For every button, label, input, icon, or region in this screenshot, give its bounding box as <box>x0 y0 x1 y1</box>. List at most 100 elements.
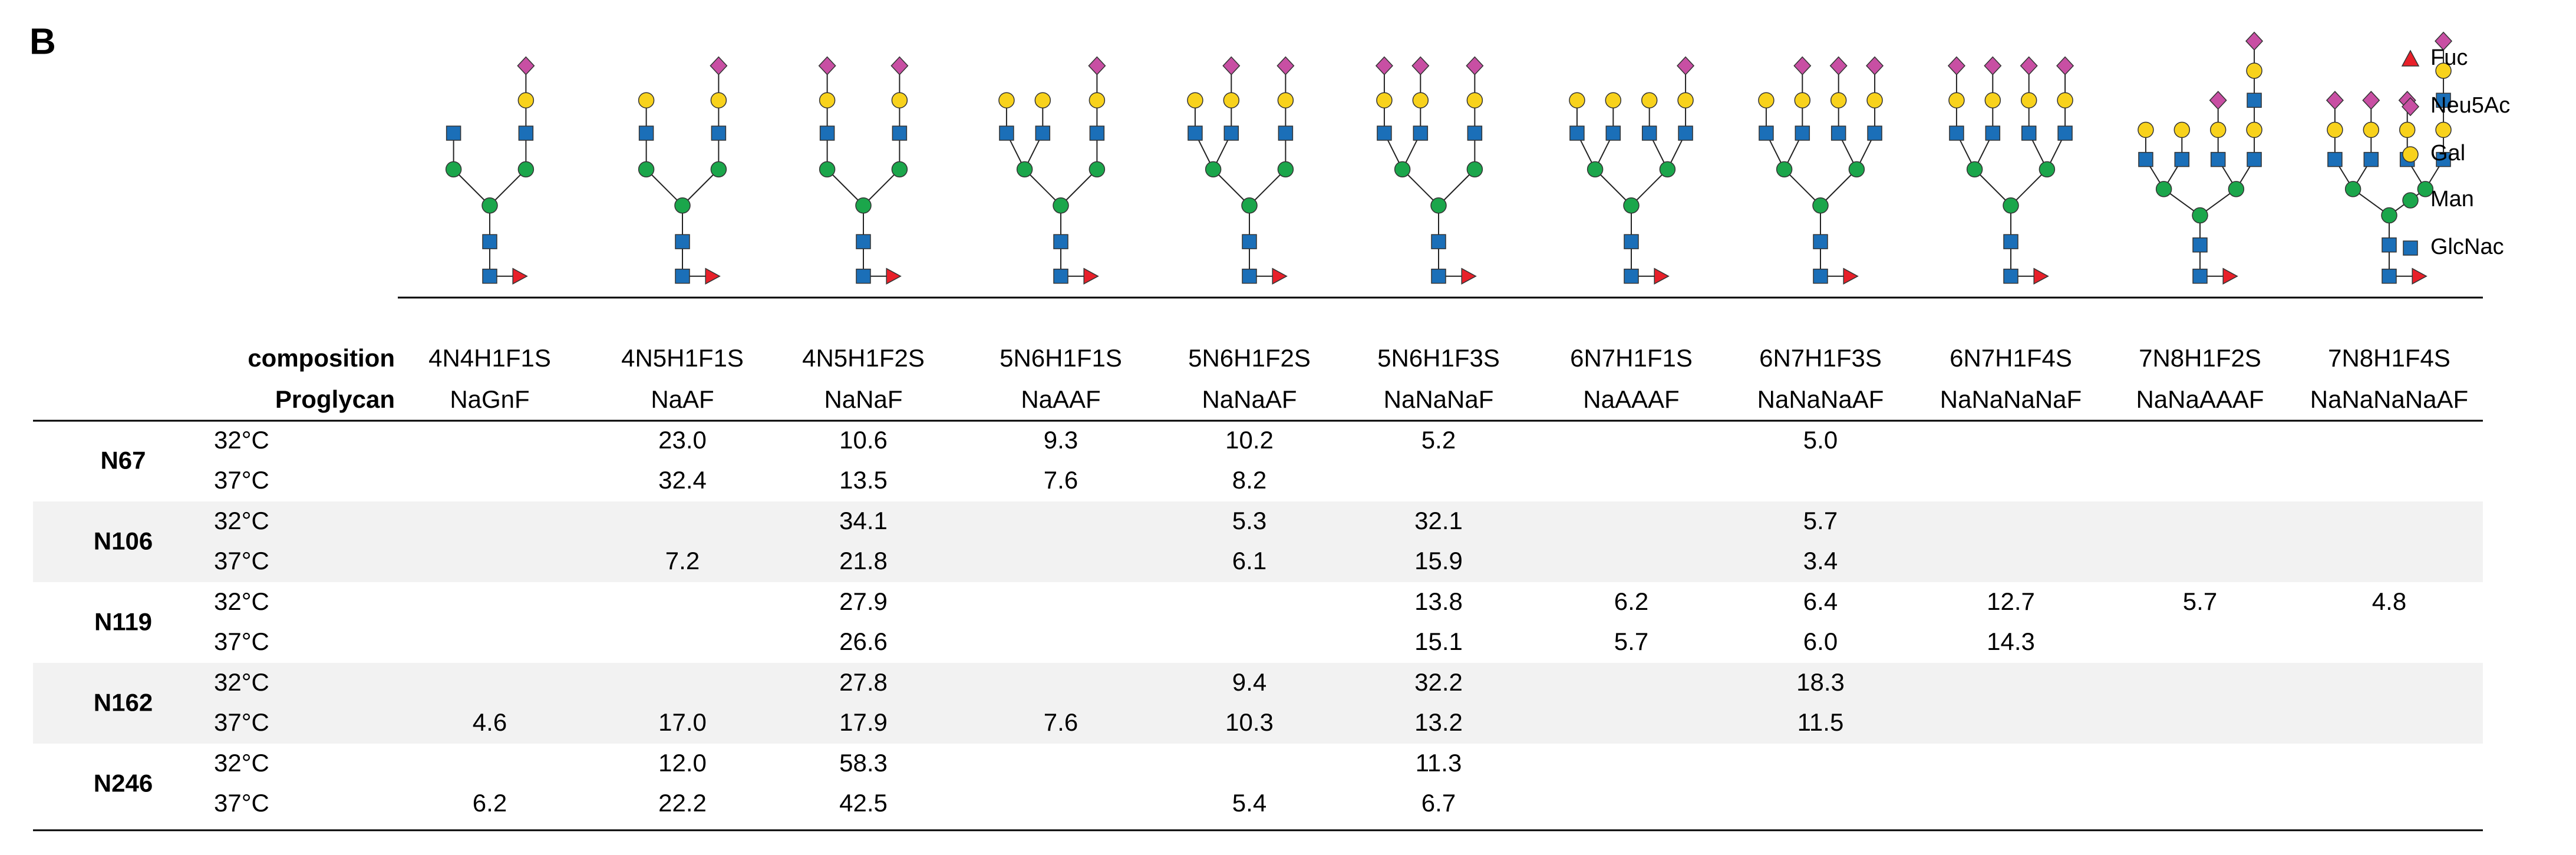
glcnac-symbol <box>2382 237 2397 253</box>
cell-value: 5.4 <box>1232 789 1266 817</box>
gal-symbol <box>1605 92 1622 108</box>
neu5ac-symbol <box>890 56 909 75</box>
neu5ac-symbol <box>710 56 728 75</box>
cell-value: 6.0 <box>1803 628 1838 655</box>
neu5ac-symbol <box>1866 56 1884 75</box>
composition: 5N6H1F3S <box>1377 344 1500 372</box>
proglycan: NaAAF <box>1021 385 1100 413</box>
glycan-link <box>826 169 864 206</box>
cell-value: 15.1 <box>1414 628 1463 655</box>
temperature: 32°C <box>214 507 269 534</box>
cell-value: 11.3 <box>1416 749 1462 777</box>
glcnac-symbol <box>1053 234 1068 249</box>
glcnac-symbol <box>1867 126 1882 141</box>
glcnac-symbol <box>892 126 908 141</box>
cell-value: 6.4 <box>1803 587 1838 615</box>
man-symbol <box>1623 197 1640 214</box>
glcnac-symbol <box>638 126 654 141</box>
composition: 6N7H1F1S <box>1570 344 1693 372</box>
neu5ac-symbol <box>1277 56 1295 75</box>
glycan-link <box>1212 169 1250 206</box>
glcnac-symbol <box>2003 268 2018 284</box>
man-symbol <box>1205 161 1222 178</box>
man-symbol <box>891 161 908 178</box>
neu5ac-symbol <box>818 56 836 75</box>
fuc-symbol <box>2401 49 2420 67</box>
man-symbol <box>1241 197 1258 214</box>
cell-value: 5.0 <box>1803 426 1838 454</box>
glycan-link <box>645 169 683 206</box>
glcnac-symbol <box>1242 234 1257 249</box>
glcnac-symbol <box>819 126 835 141</box>
fuc-symbol <box>1843 268 1859 285</box>
glycan-symbols <box>445 31 2453 285</box>
legend-label: Man <box>2430 187 2474 212</box>
neu5ac-symbol <box>2362 91 2380 110</box>
gal-symbol <box>2209 121 2227 138</box>
temperature: 37°C <box>214 628 269 655</box>
cell-value: 21.8 <box>839 547 888 575</box>
temperature: 32°C <box>214 587 269 615</box>
cell-value: 23.0 <box>658 426 707 454</box>
cell-value: 13.5 <box>839 466 888 494</box>
temperature: 32°C <box>214 668 269 696</box>
cell-value: 42.5 <box>839 789 888 817</box>
glcnac-symbol <box>2192 237 2208 253</box>
proglycan: NaNaF <box>824 385 902 413</box>
gal-symbol <box>710 92 727 108</box>
man-symbol <box>2003 197 2019 214</box>
gal-symbol <box>1187 92 1203 108</box>
cell-value: 10.3 <box>1225 708 1274 736</box>
glycan-link <box>1060 169 1098 206</box>
proglycan: NaNaAAAF <box>2136 385 2264 413</box>
man-symbol <box>1089 161 1106 178</box>
man-symbol <box>2381 207 2397 224</box>
man-symbol <box>2155 181 2172 197</box>
glcnac-symbol <box>675 268 690 284</box>
neu5ac-symbol <box>1829 56 1848 75</box>
gal-symbol <box>2173 121 2191 138</box>
glycan-link <box>863 169 901 206</box>
temperature: 37°C <box>214 789 269 817</box>
glcnac-symbol <box>1624 234 1639 249</box>
glcnac-symbol <box>2363 151 2379 167</box>
site-label: N67 <box>100 447 146 474</box>
gal-symbol <box>1758 92 1774 108</box>
cell-value: 5.2 <box>1421 426 1456 454</box>
neu5ac-symbol <box>2209 91 2227 110</box>
glycan-link <box>1631 169 1668 206</box>
gal-symbol <box>638 92 655 108</box>
proglycan: NaAAAF <box>1583 385 1679 413</box>
glcnac-symbol <box>1569 126 1585 141</box>
glcnac-symbol <box>856 268 871 284</box>
neu5ac-symbol <box>1984 56 2002 75</box>
man-symbol <box>855 197 872 214</box>
glycan-link <box>453 169 490 206</box>
glycan-link <box>1594 169 1632 206</box>
glcnac-symbol <box>2327 151 2343 167</box>
gal-symbol <box>1376 92 1393 108</box>
cell-value: 5.7 <box>2183 587 2217 615</box>
cell-value: 6.2 <box>473 789 507 817</box>
cell-value: 32.2 <box>1414 668 1463 696</box>
man-symbol <box>1812 197 1829 214</box>
proglycan: NaNaNaF <box>1384 385 1494 413</box>
temperature: 37°C <box>214 547 269 575</box>
glycan-link <box>1820 169 1858 206</box>
gal-symbol <box>1794 92 1811 108</box>
site-label: N246 <box>94 770 153 797</box>
glcnac-symbol <box>1223 126 1239 141</box>
legend-label: GlcNac <box>2430 235 2504 259</box>
gal-symbol <box>1412 92 1429 108</box>
cell-value: 32.1 <box>1414 507 1463 534</box>
glcnac-symbol <box>1949 126 1964 141</box>
cell-value: 6.1 <box>1232 547 1266 575</box>
cell-value: 12.0 <box>658 749 707 777</box>
cell-value: 7.6 <box>1044 466 1078 494</box>
cell-value: 12.7 <box>1987 587 2035 615</box>
glcnac-symbol <box>999 126 1014 141</box>
composition: 6N7H1F3S <box>1759 344 1882 372</box>
cell-value: 5.7 <box>1614 628 1648 655</box>
cell-value: 11.5 <box>1797 708 1844 736</box>
proglycan: NaGnF <box>450 385 529 413</box>
